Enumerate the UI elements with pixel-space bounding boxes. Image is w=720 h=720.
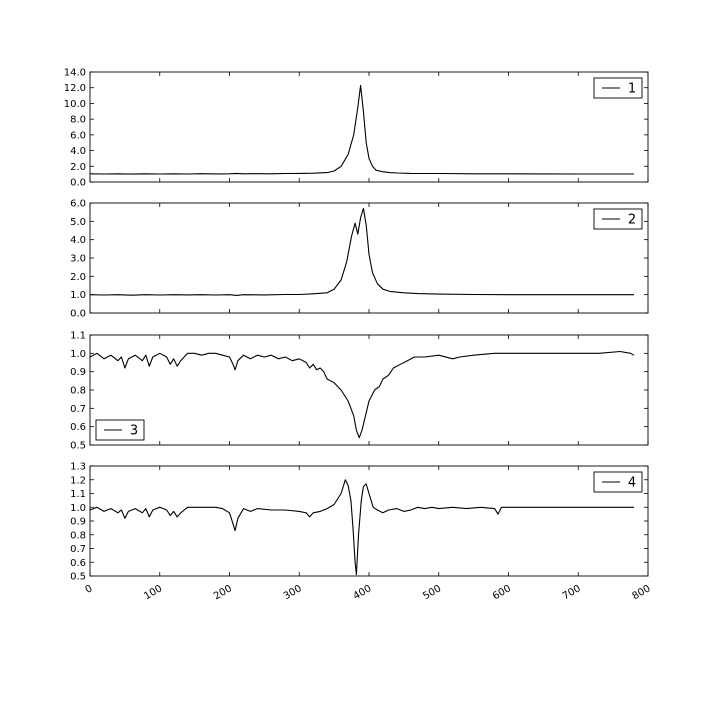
legend-4: 4 bbox=[593, 471, 643, 493]
y-tick-label: 0.9 bbox=[70, 517, 86, 528]
y-tick-label: 0.8 bbox=[70, 386, 86, 397]
series-line-4 bbox=[89, 479, 634, 576]
y-tick-label: 0.7 bbox=[70, 404, 86, 415]
y-tick-label: 1.0 bbox=[70, 290, 86, 301]
y-tick-label: 3.0 bbox=[70, 254, 86, 265]
y-tick-label: 1.0 bbox=[70, 349, 86, 360]
y-tick-label: 0.5 bbox=[70, 441, 86, 452]
y-tick-label: 4.0 bbox=[70, 235, 86, 246]
y-tick-label: 0.5 bbox=[70, 572, 86, 583]
legend-label: 1 bbox=[628, 82, 636, 97]
y-tick-label: 12.0 bbox=[64, 83, 86, 94]
y-tick-label: 8.0 bbox=[70, 115, 86, 126]
axes-frame bbox=[89, 465, 649, 577]
y-tick-label: 0.9 bbox=[70, 367, 86, 378]
y-tick-label: 1.2 bbox=[70, 475, 86, 486]
y-tick-label: 0.8 bbox=[70, 530, 86, 541]
y-tick-label: 0.0 bbox=[70, 178, 86, 189]
axes-frame bbox=[89, 71, 649, 183]
chart-panel-1: 0.0 2.0 4.0 6.0 8.0 10.0 12.0 14.0 1 bbox=[64, 68, 649, 189]
y-tick-label: 2.0 bbox=[70, 162, 86, 173]
y-tick-label: 10.0 bbox=[64, 99, 86, 110]
y-tick-label: 1.1 bbox=[70, 331, 86, 342]
axes-frame bbox=[89, 202, 649, 314]
series-line-1 bbox=[89, 84, 634, 175]
y-tick-label: 1.0 bbox=[70, 503, 86, 514]
chart-panel-2: 0.0 1.0 2.0 3.0 4.0 5.0 6.0 2 bbox=[70, 199, 649, 320]
legend-3: 3 bbox=[95, 419, 145, 441]
y-tick-label: 4.0 bbox=[70, 146, 86, 157]
y-tick-label: 6.0 bbox=[70, 199, 86, 210]
y-tick-label: 5.0 bbox=[70, 217, 86, 228]
x-tick-label: 0 bbox=[83, 583, 94, 596]
y-tick-label: 14.0 bbox=[64, 68, 86, 79]
chart-panel-4: 0.5 0.6 0.7 0.8 0.9 1.0 1.1 1.2 1.3 4 bbox=[70, 462, 649, 583]
y-tick-label: 0.6 bbox=[70, 558, 86, 569]
legend-label: 3 bbox=[130, 424, 138, 439]
y-tick-label: 0.7 bbox=[70, 544, 86, 555]
y-tick-label: 6.0 bbox=[70, 130, 86, 141]
legend-2: 2 bbox=[593, 208, 643, 230]
y-tick-label: 0.0 bbox=[70, 309, 86, 320]
chart-panel-3: 0.5 0.6 0.7 0.8 0.9 1.0 1.1 3 bbox=[70, 331, 649, 452]
legend-label: 2 bbox=[628, 213, 636, 228]
legend-label: 4 bbox=[628, 476, 636, 491]
y-tick-label: 1.3 bbox=[70, 462, 86, 473]
series-line-3 bbox=[89, 350, 635, 439]
y-tick-label: 0.6 bbox=[70, 422, 86, 433]
y-tick-label: 2.0 bbox=[70, 272, 86, 283]
series-line-2 bbox=[89, 207, 634, 296]
y-tick-label: 1.1 bbox=[70, 489, 86, 500]
axes-frame bbox=[89, 334, 649, 446]
legend-1: 1 bbox=[593, 77, 643, 99]
